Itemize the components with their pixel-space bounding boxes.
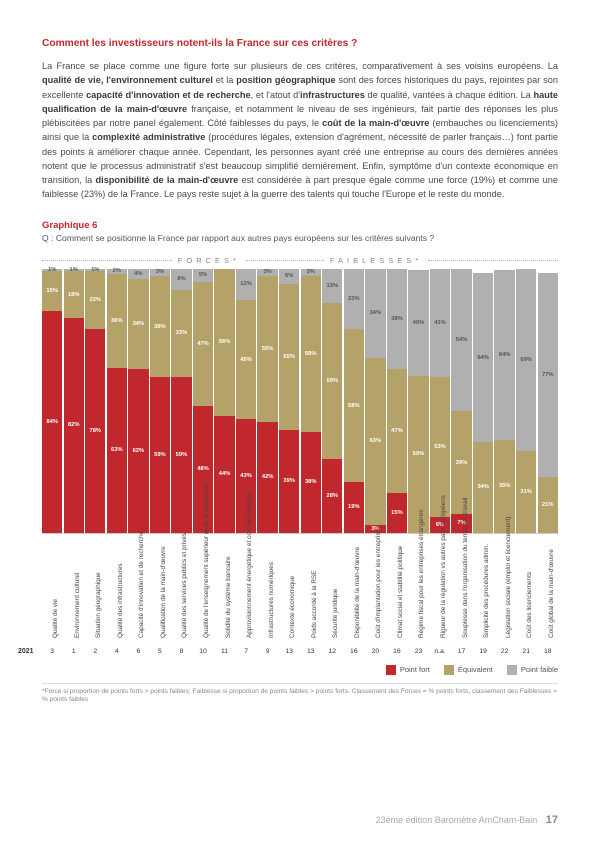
- page-number: 17: [546, 814, 558, 826]
- rank-cell: 7: [236, 648, 256, 655]
- x-label: Qualité des infrastructures: [107, 538, 127, 646]
- x-label: Rigueur de la régulation vs autres pays …: [430, 538, 450, 646]
- x-label: Disponibilité de la main-d'œuvre: [344, 538, 364, 646]
- bar-column: 64%34%: [473, 269, 493, 533]
- legend-equiv: Équivalent: [444, 665, 493, 675]
- chart-legend: Point fort Équivalent Point faible: [42, 665, 558, 675]
- bar-column: 3%55%42%: [257, 269, 277, 533]
- chart-question: Q : Comment se positionne la France par …: [42, 233, 558, 243]
- bar-column: 34%63%3%: [365, 269, 385, 533]
- bars-area: 1%15%84%1%18%82%1%22%78%2%36%63%4%34%62%…: [42, 269, 558, 534]
- rank-cell: 10: [193, 648, 213, 655]
- x-label: Sécurité juridique: [322, 538, 342, 646]
- bar-column: 69%31%: [516, 269, 536, 533]
- rank-cell: 9: [257, 648, 277, 655]
- rank-cell: 19: [473, 648, 493, 655]
- section-heading: Comment les investisseurs notent-ils la …: [42, 38, 558, 49]
- rank-cell: 6: [128, 648, 148, 655]
- rank-cell: 13: [279, 648, 299, 655]
- bar-column: 8%33%59%: [171, 269, 191, 533]
- rank-cell: 20: [365, 648, 385, 655]
- stacked-bar-chart: FORCES* FAIBLESSES* 1%15%84%1%18%82%1%22…: [42, 253, 558, 675]
- x-label: Contexte économique: [279, 538, 299, 646]
- bar-column: 3%59%38%: [301, 269, 321, 533]
- x-label: Qualification de la main-d'œuvre: [150, 538, 170, 646]
- faiblesses-label: FAIBLESSES*: [324, 256, 428, 265]
- x-label: Coût des licenciements: [516, 538, 536, 646]
- bar-column: 64%35%: [494, 269, 514, 533]
- legend-fort: Point fort: [386, 665, 430, 675]
- rank-cell: 16: [344, 648, 364, 655]
- body-paragraph: La France se place comme une figure fort…: [42, 59, 558, 202]
- page-footer: 23ème édition Baromètre AmCham-Bain 17: [376, 814, 558, 826]
- rank-cell: 22: [494, 648, 514, 655]
- bar-column: 54%39%7%: [451, 269, 471, 533]
- chart-number: Graphique 6: [42, 220, 558, 231]
- x-label: Poids accordé à la RSE: [301, 538, 321, 646]
- x-label: Régime fiscal pour les entreprises étran…: [408, 538, 428, 646]
- rank-cell: 3: [42, 648, 62, 655]
- legend-faible: Point faible: [507, 665, 558, 675]
- x-label: Environnement culturel: [64, 538, 84, 646]
- rank-cell: 13: [301, 648, 321, 655]
- x-label: Solidité du système bancaire: [214, 538, 234, 646]
- rank-cell: 16: [387, 648, 407, 655]
- bar-column: 2%36%63%: [107, 269, 127, 533]
- x-label: Législation sociale (emploi et licenciem…: [494, 538, 514, 646]
- rank-cell: 4: [107, 648, 127, 655]
- rank-cell: 23: [408, 648, 428, 655]
- x-label: Climat social et stabilité politique: [387, 538, 407, 646]
- x-label: Souplesse dans l'organisation du temps d…: [451, 538, 471, 646]
- bar-column: 1%15%84%: [42, 269, 62, 533]
- bar-column: 4%34%62%: [128, 269, 148, 533]
- x-label: Capacité d'innovation et de recherche: [128, 538, 148, 646]
- x-label: Simplicité des procédures admin.: [473, 538, 493, 646]
- rank-cell: 2: [85, 648, 105, 655]
- x-label: Infrastructures numériques: [257, 538, 277, 646]
- rank-cell: 18: [538, 648, 558, 655]
- rank-cell: 8: [171, 648, 191, 655]
- bar-column: 77%21%: [538, 269, 558, 533]
- bar-column: 40%59%: [408, 269, 428, 533]
- x-label: Qualité de vie: [42, 538, 62, 646]
- bar-column: 1%22%78%: [85, 269, 105, 533]
- rank-cell: 17: [451, 648, 471, 655]
- x-label: Qualité des services publics et privés: [171, 538, 191, 646]
- footer-text: 23ème édition Baromètre AmCham-Bain: [376, 815, 538, 825]
- x-label: Qualité de l'enseignement supérieur et d…: [193, 538, 213, 646]
- x-label: Coût d'implantation pour les entreprises: [365, 538, 385, 646]
- bar-column: 23%58%19%: [344, 269, 364, 533]
- x-label: Situation géographique: [85, 538, 105, 646]
- chart-section-labels: FORCES* FAIBLESSES*: [42, 253, 558, 269]
- bar-column: 13%59%28%: [322, 269, 342, 533]
- rank-cell: 12: [322, 648, 342, 655]
- x-axis-labels: Qualité de vieEnvironnement culturelSitu…: [42, 538, 558, 646]
- bar-column: 1%18%82%: [64, 269, 84, 533]
- rank-cell: 21: [516, 648, 536, 655]
- x-label: Coût global de la main-d'œuvre: [538, 538, 558, 646]
- bar-column: 41%53%6%: [430, 269, 450, 533]
- bar-column: 6%55%39%: [279, 269, 299, 533]
- x-label: Approvisionnement énergétique et coût de…: [236, 538, 256, 646]
- bar-column: 56%44%: [214, 269, 234, 533]
- forces-label: FORCES*: [172, 256, 246, 265]
- rank-year: 2021: [18, 648, 42, 655]
- bar-column: 38%47%15%: [387, 269, 407, 533]
- bar-column: 3%38%59%: [150, 269, 170, 533]
- rank-cell: 11: [214, 648, 234, 655]
- chart-footnote: *Force si proportion de points forts > p…: [42, 683, 558, 705]
- rank-row: 2021 312465810117913131216201623n.a.1719…: [42, 648, 558, 655]
- rank-cell: 1: [64, 648, 84, 655]
- rank-cell: 5: [150, 648, 170, 655]
- rank-cell: n.a.: [430, 648, 450, 655]
